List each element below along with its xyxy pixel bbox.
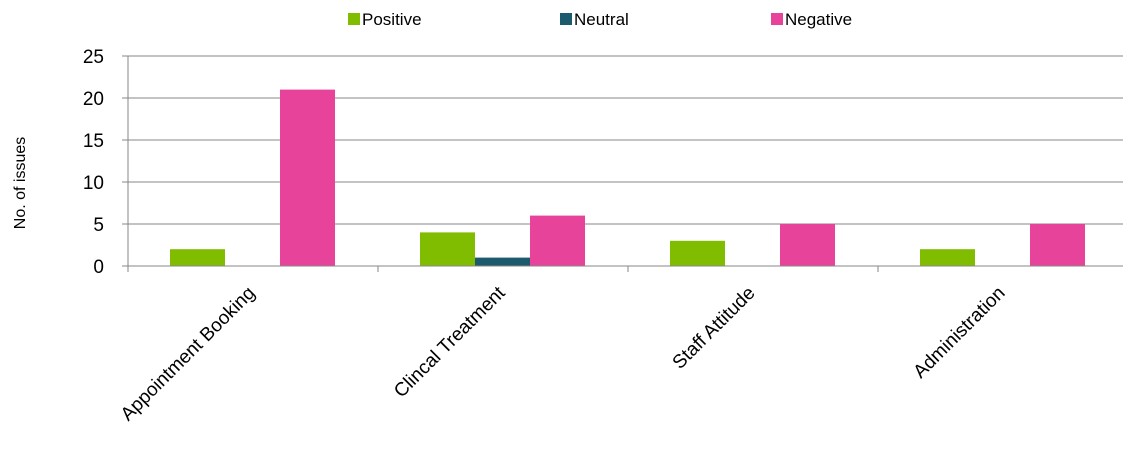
gridlines (128, 55, 1123, 225)
legend: Positive Neutral Negative (348, 10, 852, 29)
y-tick-label: 0 (93, 257, 104, 278)
legend-swatch (771, 13, 783, 25)
legend-swatch (348, 13, 360, 25)
bar-negative-administration (1030, 224, 1085, 266)
bar-neutral-clincal-treatment (475, 257, 530, 266)
x-axis-ticks: Appointment Booking Clincal Treatment Staf… (117, 282, 1010, 425)
bar-negative-staff-attitude (780, 224, 835, 266)
axes (127, 56, 1123, 272)
x-tick-label: Appointment Booking (117, 283, 260, 426)
bars (170, 89, 1085, 266)
y-tick-label: 5 (93, 215, 104, 236)
legend-item-negative: Negative (771, 10, 852, 29)
bar-negative-clincal-treatment (530, 215, 585, 266)
legend-label: Positive (362, 10, 422, 29)
y-axis-ticks: 0 5 10 15 20 25 (83, 47, 128, 278)
legend-item-neutral: Neutral (560, 10, 629, 29)
legend-label: Neutral (574, 10, 629, 29)
legend-item-positive: Positive (348, 10, 422, 29)
bar-positive-administration (920, 249, 975, 266)
x-tick-label: Clincal Treatment (390, 282, 510, 402)
bar-positive-staff-attitude (670, 240, 725, 266)
y-axis-label: No. of issues (12, 137, 29, 229)
legend-swatch (560, 13, 572, 25)
y-tick-label: 15 (83, 131, 104, 152)
legend-label: Negative (785, 10, 852, 29)
x-tick-label: Staff Attitude (669, 283, 760, 374)
x-tick-label: Administration (910, 283, 1010, 383)
y-tick-label: 25 (83, 47, 104, 68)
bar-negative-appointment-booking (280, 89, 335, 266)
y-tick-label: 10 (83, 173, 104, 194)
bar-positive-appointment-booking (170, 249, 225, 266)
y-tick-label: 20 (83, 89, 104, 110)
bar-positive-clincal-treatment (420, 232, 475, 266)
